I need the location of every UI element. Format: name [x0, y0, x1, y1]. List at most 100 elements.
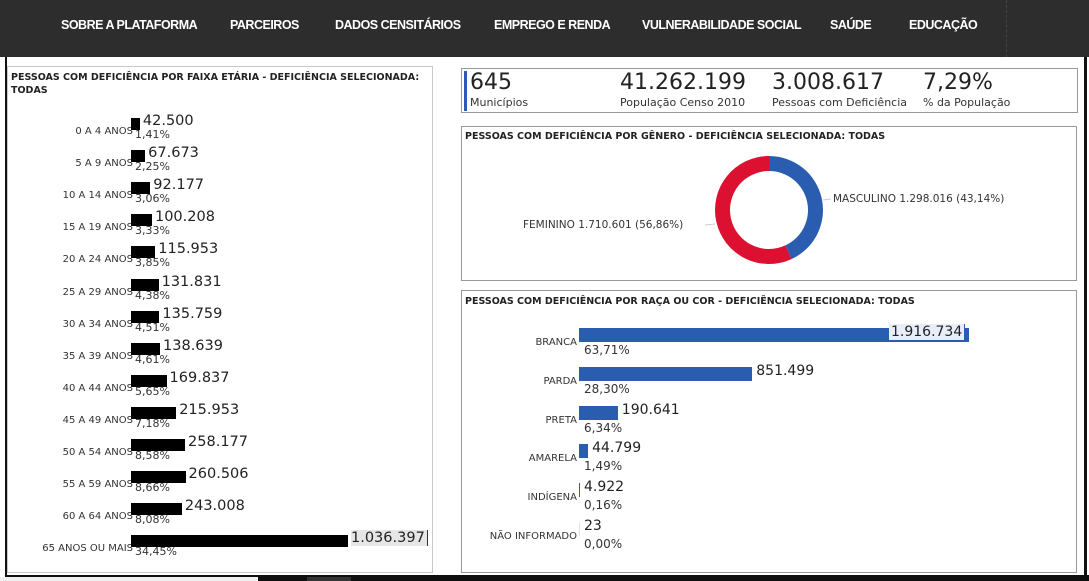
- race-category-label: PRETA: [545, 414, 577, 426]
- age-bar[interactable]: [131, 406, 177, 419]
- race-bar[interactable]: [579, 405, 618, 420]
- nav-divider: [1006, 0, 1007, 57]
- age-value-label: 169.837: [169, 369, 230, 386]
- kpi-populacao: 41.262.199 População Censo 2010: [620, 70, 746, 109]
- age-bar-row[interactable]: 40 A 44 ANOS 169.837 5,65%: [8, 370, 432, 406]
- age-category-label: 15 A 19 ANOS: [62, 222, 133, 234]
- age-percent-label: 3,06%: [135, 192, 170, 206]
- race-bar-row[interactable]: NÃO INFORMADO 23 0,00%: [462, 518, 1076, 556]
- kpi-label: População Censo 2010: [620, 96, 746, 109]
- kpi-accent-bar: [464, 71, 467, 111]
- kpi-municipios: 645 Municípios: [470, 70, 528, 109]
- frame-border-right: [1084, 57, 1087, 581]
- race-bar[interactable]: [579, 444, 589, 459]
- age-bar[interactable]: [131, 150, 146, 163]
- age-percent-label: 1,41%: [135, 128, 170, 141]
- age-percent-label: 8,58%: [135, 449, 170, 462]
- race-bar-row[interactable]: INDÍGENA 4.922 0,16%: [462, 479, 1076, 517]
- age-bar[interactable]: [131, 439, 186, 451]
- age-category-label: 50 A 54 ANOS: [62, 447, 133, 458]
- age-bar-row[interactable]: 50 A 54 ANOS 258.177 8,58%: [8, 434, 432, 470]
- race-bar-row[interactable]: BRANCA 1.916.734 63,71%: [462, 324, 1076, 362]
- age-bar[interactable]: [131, 342, 161, 355]
- race-bar[interactable]: [579, 483, 580, 498]
- age-percent-label: 8,08%: [135, 513, 170, 527]
- age-bar-row[interactable]: 10 A 14 ANOS 92.177 3,06%: [8, 177, 432, 213]
- kpi-value: 3.008.617: [772, 70, 884, 95]
- age-bar[interactable]: [131, 246, 156, 259]
- age-value-label: 138.639: [163, 337, 223, 354]
- race-bar[interactable]: [579, 366, 753, 381]
- age-value-label: 131.831: [161, 273, 222, 290]
- race-category-label: NÃO INFORMADO: [489, 531, 577, 542]
- race-bar-row[interactable]: PRETA 190.641 6,34%: [462, 401, 1076, 440]
- age-bar-row[interactable]: 25 A 29 ANOS 131.831 4,38%: [8, 274, 432, 310]
- age-bar-row[interactable]: 30 A 34 ANOS 135.759 4,51%: [8, 306, 432, 342]
- age-category-label: 55 A 59 ANOS: [62, 479, 133, 491]
- nav-parceiros[interactable]: PARCEIROS: [230, 18, 299, 32]
- nav-dados-censitarios[interactable]: DADOS CENSITÁRIOS: [335, 18, 461, 32]
- gender-chart-title: PESSOAS COM DEFICIÊNCIA POR GÊNERO - DEF…: [465, 131, 886, 142]
- nav-emprego-e-renda[interactable]: EMPREGO E RENDA: [494, 18, 611, 32]
- age-bar[interactable]: [131, 374, 167, 387]
- age-bar-row[interactable]: 60 A 64 ANOS 243.008 8,08%: [8, 498, 432, 534]
- age-value-label: 1.036.397: [351, 530, 428, 547]
- age-bar[interactable]: [131, 535, 348, 548]
- age-bar-row[interactable]: 15 A 19 ANOS 100.208 3,33%: [8, 209, 432, 245]
- age-percent-label: 4,38%: [135, 288, 170, 302]
- race-category-label: AMARELA: [528, 453, 577, 465]
- age-bar-row[interactable]: 35 A 39 ANOS 138.639 4,61%: [8, 338, 432, 374]
- age-bar[interactable]: [131, 118, 140, 130]
- age-bar[interactable]: [131, 278, 159, 291]
- horizontal-scrollbar-track[interactable]: [0, 577, 258, 581]
- kpi-label: Municípios: [470, 96, 529, 109]
- donut-label-masculino: MASCULINO 1.298.016 (43,14%): [833, 193, 1005, 205]
- race-value-label: 44.799: [592, 440, 642, 457]
- race-bar[interactable]: [579, 328, 969, 342]
- age-bar[interactable]: [131, 310, 160, 323]
- age-chart-title: PESSOAS COM DEFICIÊNCIA POR FAIXA ETÁRIA…: [11, 72, 420, 96]
- horizontal-scrollbar-thumb[interactable]: [307, 577, 351, 581]
- nav-saude[interactable]: SAÚDE: [830, 18, 872, 32]
- age-bar-row[interactable]: 20 A 24 ANOS 115.953 3,85%: [8, 241, 432, 277]
- frame-border-bottom: [5, 575, 1089, 581]
- nav-sobre-a-plataforma[interactable]: SOBRE A PLATAFORMA: [61, 18, 198, 32]
- race-value-label: 4.922: [584, 479, 625, 496]
- age-percent-label: 3,85%: [135, 256, 170, 270]
- age-bar[interactable]: [131, 182, 151, 195]
- age-bar-row[interactable]: 65 ANOS OU MAIS 1.036.397 34,45%: [8, 530, 432, 566]
- race-value-label: 23: [584, 518, 602, 534]
- age-bar-row[interactable]: 55 A 59 ANOS 260.506 8,66%: [8, 466, 432, 502]
- kpi-value: 41.262.199: [620, 70, 746, 95]
- age-category-label: 40 A 44 ANOS: [62, 382, 133, 394]
- race-bar[interactable]: [579, 522, 580, 536]
- age-bar[interactable]: [131, 214, 152, 227]
- race-bar-row[interactable]: PARDA 851.499 28,30%: [462, 362, 1076, 401]
- race-percent-label: 28,30%: [584, 381, 630, 396]
- race-bar-row[interactable]: AMARELA 44.799 1,49%: [462, 440, 1076, 478]
- age-percent-label: 8,66%: [135, 481, 170, 495]
- age-bar-row[interactable]: 0 A 4 ANOS 42.500 1,41%: [8, 113, 432, 149]
- age-bar[interactable]: [131, 471, 186, 484]
- nav-educacao[interactable]: EDUCAÇÃO: [909, 18, 978, 32]
- gender-chart-panel: PESSOAS COM DEFICIÊNCIA POR GÊNERO - DEF…: [461, 126, 1077, 281]
- race-value-label: 190.641: [621, 401, 680, 418]
- race-value-label: 851.499: [756, 362, 815, 379]
- age-bar-row[interactable]: 45 A 49 ANOS 215.953 7,18%: [8, 402, 432, 438]
- age-percent-label: 3,33%: [135, 224, 170, 238]
- donut-slice-masculino[interactable]: [769, 156, 823, 260]
- age-percent-label: 4,61%: [135, 352, 170, 366]
- age-percent-label: 4,51%: [135, 320, 170, 334]
- age-value-label: 135.759: [162, 305, 223, 322]
- age-bar-row[interactable]: 5 A 9 ANOS 67.673 2,25%: [8, 145, 432, 181]
- kpi-label: Pessoas com Deficiência: [772, 96, 908, 109]
- age-value-label: 260.506: [188, 466, 249, 483]
- kpi-pessoas-deficiencia: 3.008.617 Pessoas com Deficiência: [772, 70, 907, 109]
- age-percent-label: 7,18%: [135, 416, 170, 430]
- nav-vulnerabilidade-social[interactable]: VULNERABILIDADE SOCIAL: [642, 18, 802, 32]
- race-percent-label: 6,34%: [584, 420, 623, 435]
- age-bar[interactable]: [131, 503, 182, 516]
- donut-slice-feminino[interactable]: [715, 156, 792, 264]
- age-category-label: 25 A 29 ANOS: [62, 286, 133, 298]
- top-navigation: SOBRE A PLATAFORMA PARCEIROS DADOS CENSI…: [0, 0, 1089, 57]
